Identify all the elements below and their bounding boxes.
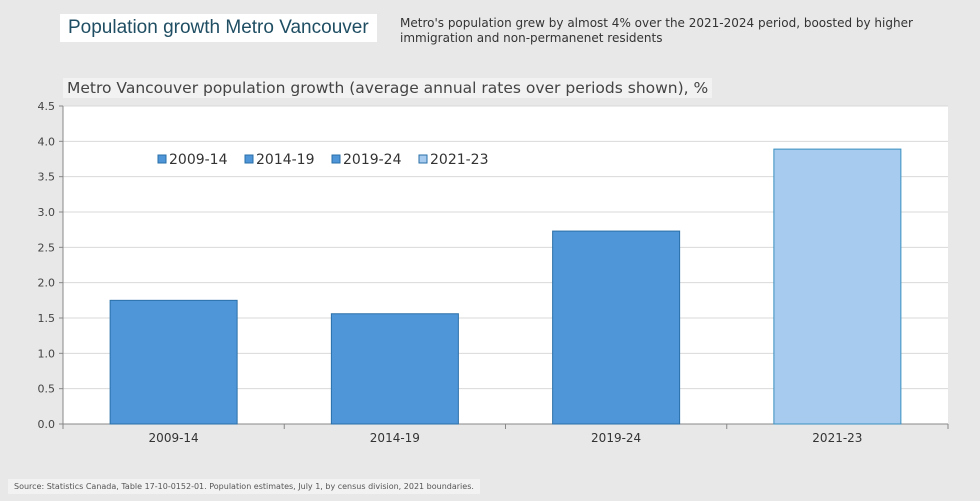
x-tick-label: 2009-14: [149, 431, 199, 445]
legend-label: 2009-14: [169, 152, 228, 168]
legend-swatch: [418, 154, 428, 164]
y-tick-label: 0.0: [38, 418, 56, 431]
x-tick-label: 2019-24: [591, 431, 641, 445]
y-tick-label: 2.5: [38, 241, 56, 254]
bar: [330, 313, 459, 425]
legend-label: 2021-23: [430, 152, 489, 168]
source-note: Source: Statistics Canada, Table 17-10-0…: [8, 479, 480, 494]
y-tick-label: 2.0: [38, 277, 56, 290]
bar: [109, 299, 238, 425]
bar: [552, 230, 681, 425]
x-tick-label: 2021-23: [812, 431, 862, 445]
y-tick-label: 4.0: [38, 135, 56, 148]
y-tick-label: 4.5: [38, 100, 56, 113]
legend-label: 2014-19: [256, 152, 315, 168]
y-tick-label: 3.5: [38, 171, 56, 184]
chart-title: Metro Vancouver population growth (avera…: [63, 78, 713, 98]
legend-label: 2019-24: [343, 152, 402, 168]
y-tick-label: 1.0: [38, 347, 56, 360]
page-subtitle: Metro's population grew by almost 4% ove…: [400, 16, 913, 45]
y-tick-label: 1.5: [38, 312, 56, 325]
x-tick-label: 2014-19: [370, 431, 420, 445]
page-title: Population growth Metro Vancouver: [60, 14, 377, 42]
legend-swatch: [157, 154, 167, 164]
y-tick-label: 0.5: [38, 383, 56, 396]
legend-swatch: [331, 154, 341, 164]
bar: [773, 148, 902, 425]
y-tick-label: 3.0: [38, 206, 56, 219]
legend-swatch: [244, 154, 254, 164]
